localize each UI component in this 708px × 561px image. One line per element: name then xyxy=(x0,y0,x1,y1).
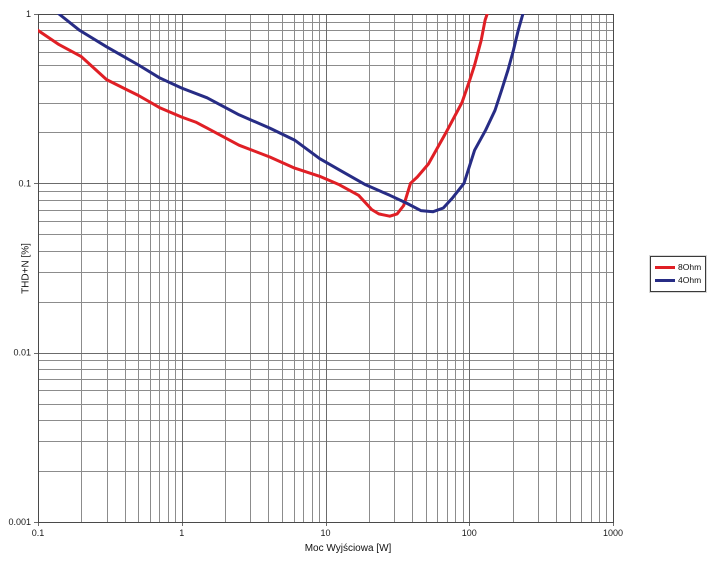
major-gridlines xyxy=(34,14,614,526)
legend: 8Ohm 4Ohm xyxy=(650,256,706,292)
y-tick-label: 0.01 xyxy=(13,348,31,358)
x-tick-label: 0.1 xyxy=(32,528,45,538)
x-tick-label: 100 xyxy=(462,528,477,538)
y-tick-label: 0.1 xyxy=(18,178,31,188)
x-tick-label: 1 xyxy=(179,528,184,538)
legend-label-8ohm: 8Ohm xyxy=(678,262,702,272)
series-line-4ohm xyxy=(57,14,525,214)
series-line-8ohm xyxy=(38,14,489,218)
x-tick-label: 10 xyxy=(320,528,330,538)
y-tick-label: 1 xyxy=(26,9,31,19)
tick-labels: 0.1 1 10 100 1000 1 0.1 0.01 0.001 xyxy=(8,9,623,538)
x-tick-label: 1000 xyxy=(603,528,623,538)
legend-label-4ohm: 4Ohm xyxy=(678,275,702,285)
y-axis-title: THD+N [%] xyxy=(20,243,32,294)
legend-item-4ohm: 4Ohm xyxy=(655,274,701,287)
minor-gridlines xyxy=(38,14,613,522)
legend-line-sample-4ohm-icon xyxy=(655,279,675,282)
legend-item-8ohm: 8Ohm xyxy=(655,261,701,274)
x-axis-title: Moc Wyjściowa [W] xyxy=(304,543,392,554)
legend-line-sample-8ohm-icon xyxy=(655,266,675,269)
plot-border xyxy=(38,14,614,523)
y-tick-label: 0.001 xyxy=(8,517,31,527)
